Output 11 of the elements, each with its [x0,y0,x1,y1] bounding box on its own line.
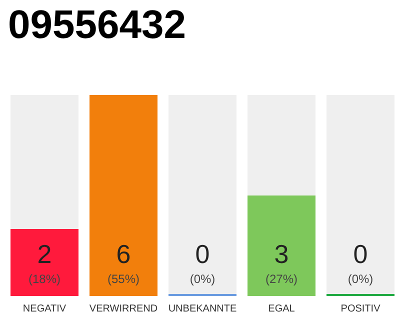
chart-title: 09556432 [8,3,186,47]
data-label: 0 (0%) [190,239,216,286]
x-tick-label: NEGATIV [22,304,66,314]
data-label: 2 (18%) [28,239,61,286]
data-label: 0 (0%) [348,239,374,286]
x-tick-label: VERWIRREND [89,304,158,314]
x-tick-label: POSITIV [340,304,381,314]
data-label: 6 (55%) [107,239,140,286]
x-tick-label: UNBEKANNTE [168,304,237,314]
data-label: 3 (27%) [265,239,298,286]
x-tick-label: EGAL [268,304,296,314]
